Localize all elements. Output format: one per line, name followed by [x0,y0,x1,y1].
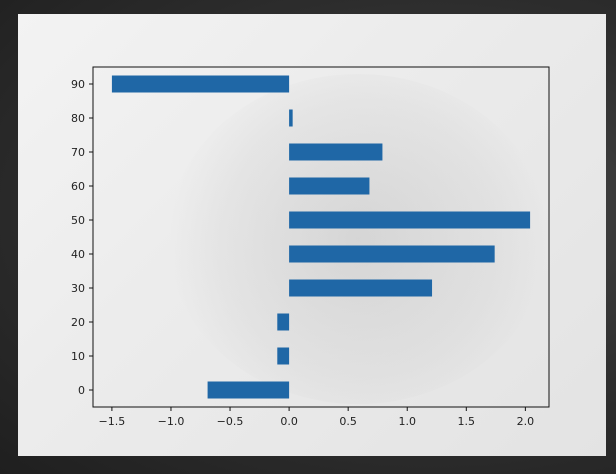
x-tick-label: −0.5 [217,415,244,428]
x-tick-label: −1.5 [99,415,126,428]
bar-0 [207,381,290,399]
bar-90 [111,75,290,93]
y-tick-label: 90 [71,78,85,91]
y-axis-ticks: 0 10 20 30 40 50 60 70 80 90 [71,78,93,397]
y-tick-label: 0 [78,384,85,397]
bar-80 [289,109,293,127]
y-tick-label: 50 [71,214,85,227]
y-tick-label: 40 [71,248,85,261]
x-tick-label: 0.0 [280,415,298,428]
x-tick-label: −1.0 [158,415,185,428]
x-tick-label: 1.5 [458,415,476,428]
y-tick-label: 80 [71,112,85,125]
x-tick-label: 2.0 [517,415,535,428]
y-tick-label: 70 [71,146,85,159]
y-tick-label: 60 [71,180,85,193]
axes-frame [92,66,550,408]
bar-40 [289,245,495,263]
background-shade [168,74,548,404]
x-axis-ticks: −1.5 −1.0 −0.5 0.0 0.5 1.0 1.5 2.0 [99,407,535,428]
bar-30 [289,279,433,297]
y-tick-label: 20 [71,316,85,329]
bar-10 [277,347,290,365]
figure-window: −1.5 −1.0 −0.5 0.0 0.5 1.0 1.5 2.0 0 10 20 30 40 50 6… [18,14,606,456]
x-tick-label: 0.5 [339,415,357,428]
bar-20 [277,313,290,331]
bars-group [111,75,531,399]
bar-chart: −1.5 −1.0 −0.5 0.0 0.5 1.0 1.5 2.0 0 10 20 30 40 50 6… [71,66,550,428]
y-tick-label: 10 [71,350,85,363]
x-tick-label: 1.0 [398,415,416,428]
bar-70 [289,143,383,161]
bar-60 [289,177,370,195]
bar-50 [289,211,531,229]
y-tick-label: 30 [71,282,85,295]
